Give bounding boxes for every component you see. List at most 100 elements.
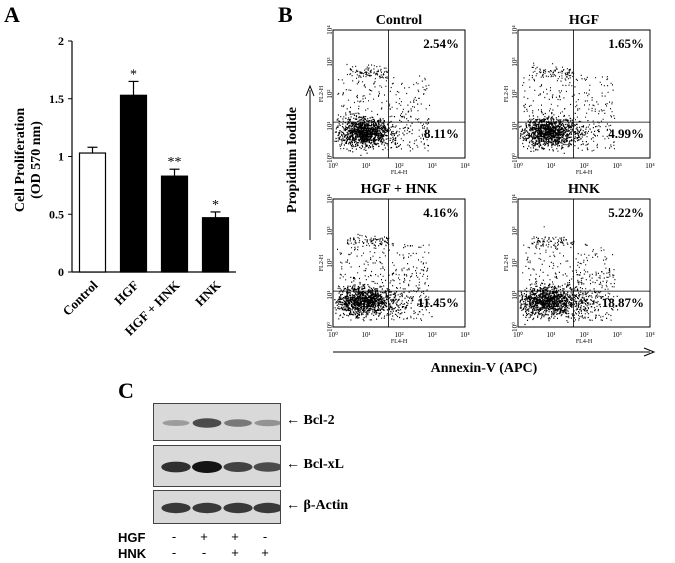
flow-x-axis-name: FL4-H xyxy=(576,339,593,345)
upper-right-percent: 5.22% xyxy=(608,205,644,220)
y-tick-label: 10⁰ xyxy=(511,153,519,163)
flow-y-axis-name: FL2-H xyxy=(319,254,325,271)
x-tick-label: 10² xyxy=(394,331,403,339)
x-tick-label: 10³ xyxy=(612,331,621,339)
x-tick-label: 10³ xyxy=(612,162,621,170)
y-tick-label: 10⁴ xyxy=(326,194,334,204)
x-tick-label: 10⁰ xyxy=(513,331,523,339)
band-name-bcl2: Bcl-2 xyxy=(303,413,335,428)
x-tick-label: 10² xyxy=(579,162,588,170)
flow-x-axis-name: FL4-H xyxy=(391,339,408,345)
y-axis-label-propidium-iodide: Propidium Iodide xyxy=(285,107,300,213)
scatter-points xyxy=(334,63,430,156)
y-tick-label: 10⁰ xyxy=(326,153,334,163)
x-tick-label: 10⁰ xyxy=(328,162,338,170)
blot-band xyxy=(223,502,253,514)
blot-band xyxy=(161,502,191,514)
flow-plot-title: HGF + HNK xyxy=(361,182,438,197)
x-tick-label: 10⁴ xyxy=(460,162,470,170)
sign-hnk-2: - xyxy=(201,545,207,560)
x-axis-label-annexin: Annexin-V (APC) xyxy=(431,361,538,376)
y-tick-label: 10⁰ xyxy=(326,322,334,332)
band-name-actin: β-Actin xyxy=(303,498,349,513)
upper-right-percent: 4.16% xyxy=(423,205,459,220)
lower-right-percent: 4.99% xyxy=(608,126,644,141)
panel-a-letter: A xyxy=(4,2,20,27)
category-label: Control xyxy=(60,277,101,318)
flow-y-axis-name: FL2-H xyxy=(504,254,510,271)
y-tick-label: 10⁴ xyxy=(326,25,334,35)
y-axis-arrowhead xyxy=(305,84,315,97)
blot-band xyxy=(223,462,253,472)
flow-y-axis-name: FL2-H xyxy=(504,85,510,102)
y-tick-label: 10² xyxy=(511,89,519,98)
x-tick-label: 10² xyxy=(579,331,588,339)
y-tick-label: 10³ xyxy=(511,226,519,235)
panel-b-letter: B xyxy=(278,2,293,27)
band-label-bclxl: ← Bcl-xL xyxy=(286,457,344,472)
x-tick-label: 10⁴ xyxy=(645,331,655,339)
y-tick-label: 0 xyxy=(58,265,64,279)
y-tick-label: 10¹ xyxy=(511,121,519,130)
lower-right-percent: 18.87% xyxy=(602,295,644,310)
band-name-bclxl: Bcl-xL xyxy=(303,457,344,472)
bar xyxy=(119,94,148,273)
y-tick-label: 2 xyxy=(58,34,64,48)
y-tick-label: 10¹ xyxy=(326,121,334,130)
blot-band xyxy=(253,462,283,472)
sign-hnk-3: + xyxy=(231,545,239,560)
sign-hnk-4: + xyxy=(261,545,269,560)
blot-band xyxy=(253,502,283,514)
treatment-label-hnk: HNK xyxy=(118,546,147,561)
y-tick-label: 10² xyxy=(326,89,334,98)
flow-plot-title: Control xyxy=(376,13,423,28)
blot-strip-bcl2 xyxy=(153,403,282,441)
bar xyxy=(201,217,230,273)
sign-hnk-1: - xyxy=(171,545,177,560)
y-tick-label: 1 xyxy=(58,150,64,164)
band-label-actin: ← β-Actin xyxy=(286,498,349,513)
blot-band xyxy=(192,461,222,473)
flow-x-axis-name: FL4-H xyxy=(391,170,408,176)
sign-hgf-4: - xyxy=(262,529,268,544)
band-label-bcl2: ← Bcl-2 xyxy=(286,413,335,428)
bar xyxy=(78,152,107,273)
upper-right-percent: 1.65% xyxy=(608,36,644,51)
significance-marker: * xyxy=(130,67,137,82)
y-tick-label: 10¹ xyxy=(511,290,519,299)
flow-y-axis-name: FL2-H xyxy=(319,85,325,102)
y-axis-label-line1: Cell Proliferation xyxy=(13,108,28,213)
blot-strip-bclxl xyxy=(153,445,283,487)
y-tick-label: 10⁰ xyxy=(511,322,519,332)
flow-plot-title: HNK xyxy=(568,182,600,197)
x-tick-label: 10⁰ xyxy=(328,331,338,339)
blot-band xyxy=(192,418,222,428)
sign-hgf-2: + xyxy=(200,529,208,544)
flow-plot-frame xyxy=(517,198,651,328)
x-tick-label: 10⁰ xyxy=(513,162,523,170)
x-tick-label: 10⁴ xyxy=(645,162,655,170)
x-tick-label: 10² xyxy=(394,162,403,170)
significance-marker: ** xyxy=(168,155,182,170)
sign-hgf-1: - xyxy=(171,529,177,544)
blot-strip-actin xyxy=(153,490,283,524)
x-tick-label: 10¹ xyxy=(361,162,370,170)
panel-c-letter: C xyxy=(118,378,134,403)
y-tick-label: 10⁴ xyxy=(511,25,519,35)
scatter-points xyxy=(519,62,616,154)
blot-band xyxy=(224,419,252,427)
x-tick-label: 10⁴ xyxy=(460,331,470,339)
blot-band xyxy=(192,502,222,514)
flow-plot-title: HGF xyxy=(569,13,599,28)
lower-right-percent: 11.45% xyxy=(417,295,459,310)
y-tick-label: 10³ xyxy=(511,57,519,66)
category-label: HNK xyxy=(192,277,224,309)
y-tick-label: 0.5 xyxy=(49,207,64,221)
upper-right-percent: 2.54% xyxy=(423,36,459,51)
flow-cytometry-panel: Control2.54%8.11%10⁰10⁰10¹10¹10²10²10³10… xyxy=(285,13,656,376)
